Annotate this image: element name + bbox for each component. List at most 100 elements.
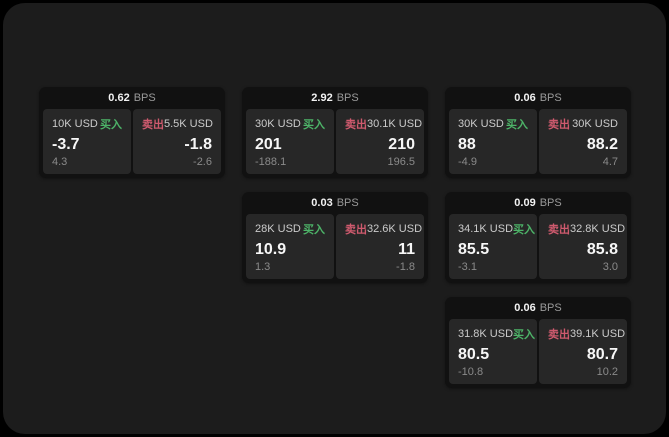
spread-card: 2.92 BPS 30K USD 买入 201 -188.1 卖出 30.1K … (242, 87, 428, 178)
sell-delta-value: 3.0 (602, 261, 618, 273)
sell-side-label: 卖出 (548, 119, 570, 131)
spread-card-header: 0.06 BPS (445, 87, 631, 109)
sell-amount-label: 30K USD (572, 118, 618, 130)
sell-amount-label: 32.8K USD (570, 223, 626, 235)
sell-tile-top: 卖出 32.8K USD (548, 221, 625, 237)
bps-value: 0.06 (514, 302, 536, 314)
buy-side-label: 买入 (506, 119, 528, 131)
buy-tile-top: 10K USD 买入 (52, 116, 122, 132)
spread-card-body: 31.8K USD 买入 80.5 -10.8 卖出 39.1K USD 80.… (445, 319, 631, 388)
buy-tile-top: 34.1K USD 买入 (458, 221, 535, 237)
sell-tile[interactable]: 卖出 32.6K USD 11 -1.8 (336, 214, 424, 279)
bps-value: 0.62 (108, 92, 130, 104)
sell-delta-value: -2.6 (193, 156, 212, 168)
buy-tile[interactable]: 30K USD 买入 201 -188.1 (246, 109, 334, 174)
spread-card-header: 0.09 BPS (445, 192, 631, 214)
spread-card-body: 30K USD 买入 88 -4.9 卖出 30K USD 88.2 4.7 (445, 109, 631, 178)
bps-unit-label: BPS (133, 92, 156, 104)
bps-unit-label: BPS (539, 302, 562, 314)
buy-delta-value: 4.3 (52, 156, 68, 168)
sell-delta-value: 10.2 (596, 366, 618, 378)
spread-card: 0.06 BPS 31.8K USD 买入 80.5 -10.8 卖出 39.1… (445, 297, 631, 388)
bps-value: 2.92 (311, 92, 333, 104)
buy-price-value: 10.9 (255, 240, 287, 258)
buy-price-value: 85.5 (458, 240, 490, 258)
sell-tile[interactable]: 卖出 32.8K USD 85.8 3.0 (539, 214, 627, 279)
sell-tile-top: 卖出 39.1K USD (548, 326, 625, 342)
sell-price-value: 210 (388, 135, 415, 153)
sell-side-label: 卖出 (548, 224, 570, 236)
buy-amount-label: 10K USD (52, 118, 98, 130)
buy-side-label: 买入 (100, 119, 122, 131)
spread-card-body: 28K USD 买入 10.9 1.3 卖出 32.6K USD 11 -1.8 (242, 214, 428, 283)
buy-tile[interactable]: 31.8K USD 买入 80.5 -10.8 (449, 319, 537, 384)
spread-card: 0.09 BPS 34.1K USD 买入 85.5 -3.1 卖出 32.8K… (445, 192, 631, 283)
spread-card-body: 34.1K USD 买入 85.5 -3.1 卖出 32.8K USD 85.8… (445, 214, 631, 283)
bps-unit-label: BPS (336, 92, 359, 104)
buy-price-value: 80.5 (458, 345, 490, 363)
buy-tile-top: 30K USD 买入 (458, 116, 528, 132)
bps-value: 0.03 (311, 197, 333, 209)
spread-card-body: 10K USD 买入 -3.7 4.3 卖出 5.5K USD -1.8 -2.… (39, 109, 225, 178)
buy-delta-value: -188.1 (255, 156, 287, 168)
sell-tile[interactable]: 卖出 39.1K USD 80.7 10.2 (539, 319, 627, 384)
bps-unit-label: BPS (336, 197, 359, 209)
buy-tile[interactable]: 30K USD 买入 88 -4.9 (449, 109, 537, 174)
sell-side-label: 卖出 (142, 119, 164, 131)
buy-side-label: 买入 (513, 224, 536, 236)
sell-amount-label: 32.6K USD (367, 223, 423, 235)
buy-amount-label: 31.8K USD (458, 328, 514, 340)
sell-delta-value: 4.7 (602, 156, 618, 168)
spread-card: 0.06 BPS 30K USD 买入 88 -4.9 卖出 30K USD 8… (445, 87, 631, 178)
bps-value: 0.09 (514, 197, 536, 209)
sell-price-value: -1.8 (184, 135, 212, 153)
sell-tile[interactable]: 卖出 5.5K USD -1.8 -2.6 (133, 109, 221, 174)
sell-tile-top: 卖出 5.5K USD (142, 116, 213, 132)
sell-price-value: 85.8 (586, 240, 618, 258)
sell-tile[interactable]: 卖出 30K USD 88.2 4.7 (539, 109, 627, 174)
buy-side-label: 买入 (303, 119, 325, 131)
spread-card-header: 2.92 BPS (242, 87, 428, 109)
bps-value: 0.06 (514, 92, 536, 104)
sell-amount-label: 30.1K USD (367, 118, 423, 130)
sell-price-value: 11 (398, 240, 415, 258)
buy-amount-label: 34.1K USD (458, 223, 514, 235)
buy-amount-label: 30K USD (255, 118, 301, 130)
bps-unit-label: BPS (539, 92, 562, 104)
buy-price-value: 88 (458, 135, 476, 153)
sell-side-label: 卖出 (548, 329, 570, 341)
buy-tile[interactable]: 28K USD 买入 10.9 1.3 (246, 214, 334, 279)
spread-card-body: 30K USD 买入 201 -188.1 卖出 30.1K USD 210 1… (242, 109, 428, 178)
sell-amount-label: 5.5K USD (164, 118, 213, 130)
sell-tile[interactable]: 卖出 30.1K USD 210 196.5 (336, 109, 424, 174)
sell-tile-top: 卖出 30K USD (548, 116, 618, 132)
buy-delta-value: -10.8 (458, 366, 484, 378)
buy-delta-value: -4.9 (458, 156, 477, 168)
buy-amount-label: 28K USD (255, 223, 301, 235)
spread-card-header: 0.62 BPS (39, 87, 225, 109)
price-tile-grid: 0.62 BPS 10K USD 买入 -3.7 4.3 卖出 5.5K USD… (39, 87, 631, 388)
sell-side-label: 卖出 (345, 119, 367, 131)
buy-delta-value: 1.3 (255, 261, 271, 273)
sell-price-value: 80.7 (586, 345, 618, 363)
spread-card-header: 0.06 BPS (445, 297, 631, 319)
buy-tile[interactable]: 34.1K USD 买入 85.5 -3.1 (449, 214, 537, 279)
spread-card-header: 0.03 BPS (242, 192, 428, 214)
buy-tile-top: 28K USD 买入 (255, 221, 325, 237)
sell-tile-top: 卖出 30.1K USD (345, 116, 422, 132)
sell-delta-value: 196.5 (387, 156, 415, 168)
sell-amount-label: 39.1K USD (570, 328, 626, 340)
buy-amount-label: 30K USD (458, 118, 504, 130)
sell-side-label: 卖出 (345, 224, 367, 236)
buy-tile[interactable]: 10K USD 买入 -3.7 4.3 (43, 109, 131, 174)
buy-price-value: 201 (255, 135, 282, 153)
buy-side-label: 买入 (303, 224, 325, 236)
buy-delta-value: -3.1 (458, 261, 477, 273)
sell-tile-top: 卖出 32.6K USD (345, 221, 422, 237)
buy-tile-top: 31.8K USD 买入 (458, 326, 535, 342)
sell-price-value: 88.2 (586, 135, 618, 153)
spread-card: 0.62 BPS 10K USD 买入 -3.7 4.3 卖出 5.5K USD… (39, 87, 225, 178)
bps-unit-label: BPS (539, 197, 562, 209)
app-panel: 0.62 BPS 10K USD 买入 -3.7 4.3 卖出 5.5K USD… (3, 3, 666, 434)
